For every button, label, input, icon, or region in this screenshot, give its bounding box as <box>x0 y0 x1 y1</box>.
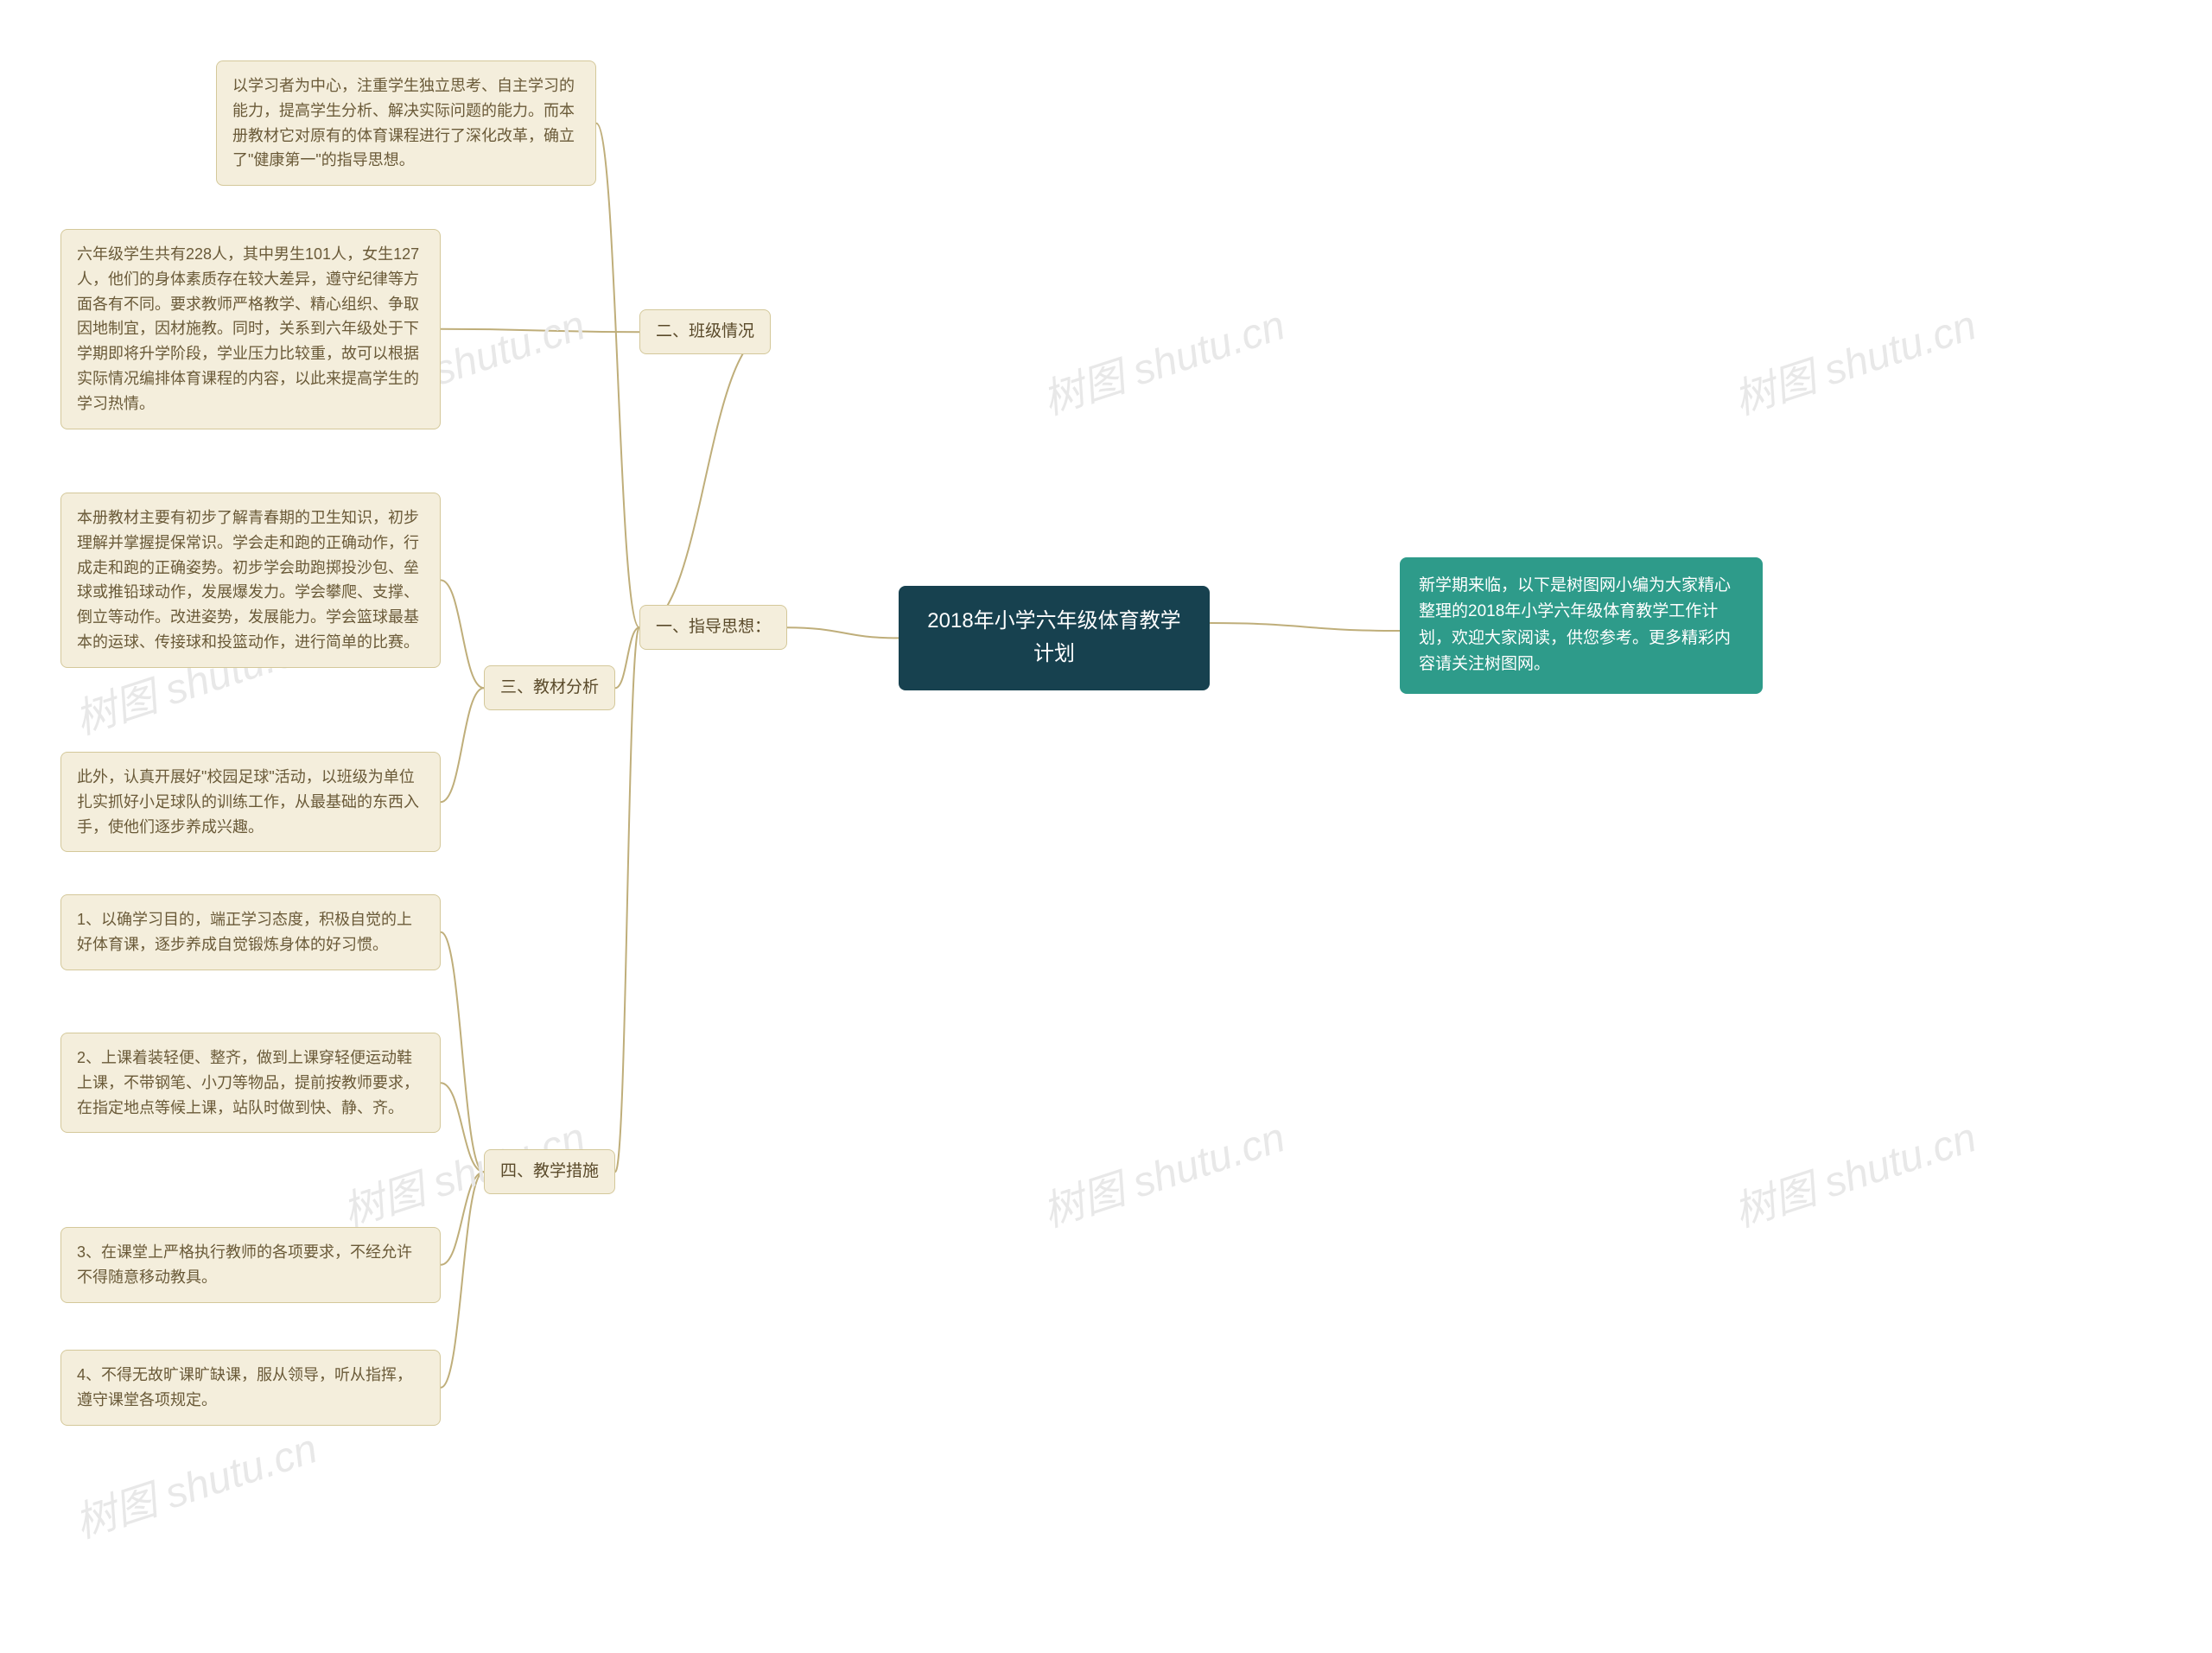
watermark: 树图 shutu.cn <box>1033 291 1291 426</box>
watermark: 树图 shutu.cn <box>66 1415 323 1549</box>
watermark: 树图 shutu.cn <box>1725 291 1982 426</box>
leaf-node: 以学习者为中心，注重学生独立思考、自主学习的能力，提高学生分析、解决实际问题的能… <box>216 60 596 186</box>
section-node: 二、班级情况 <box>639 309 771 354</box>
leaf-node: 3、在课堂上严格执行教师的各项要求，不经允许不得随意移动教具。 <box>60 1227 441 1303</box>
leaf-node: 六年级学生共有228人，其中男生101人，女生127人，他们的身体素质存在较大差… <box>60 229 441 429</box>
leaf-node: 1、以确学习目的，端正学习态度，积极自觉的上好体育课，逐步养成自觉锻炼身体的好习… <box>60 894 441 970</box>
leaf-node: 本册教材主要有初步了解青春期的卫生知识，初步理解并掌握提保常识。学会走和跑的正确… <box>60 493 441 668</box>
section-node: 一、指导思想： <box>639 605 787 650</box>
leaf-node: 2、上课着装轻便、整齐，做到上课穿轻便运动鞋上课，不带钢笔、小刀等物品，提前按教… <box>60 1033 441 1133</box>
section-node: 三、教材分析 <box>484 665 615 710</box>
section-node: 四、教学措施 <box>484 1149 615 1194</box>
leaf-node: 此外，认真开展好"校园足球"活动，以班级为单位扎实抓好小足球队的训练工作，从最基… <box>60 752 441 852</box>
leaf-node: 4、不得无故旷课旷缺课，服从领导，听从指挥，遵守课堂各项规定。 <box>60 1350 441 1426</box>
mindmap-root: 2018年小学六年级体育教学计划 <box>899 586 1210 690</box>
watermark: 树图 shutu.cn <box>1725 1103 1982 1238</box>
watermark: 树图 shutu.cn <box>1033 1103 1291 1238</box>
intro-node: 新学期来临，以下是树图网小编为大家精心整理的2018年小学六年级体育教学工作计划… <box>1400 557 1763 694</box>
